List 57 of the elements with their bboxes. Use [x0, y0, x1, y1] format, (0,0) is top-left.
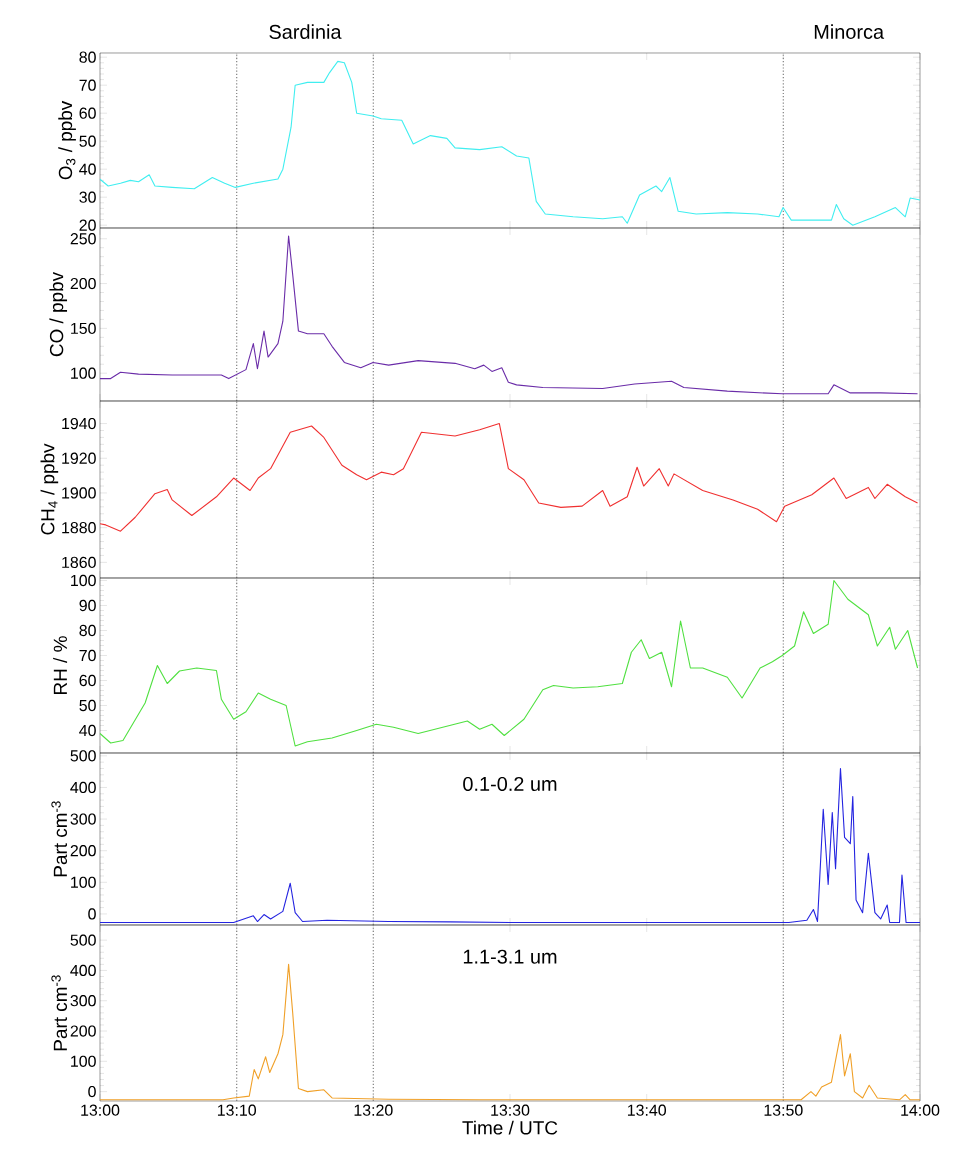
y-tick-label: 300 — [70, 813, 96, 825]
y-tick-label: 70 — [79, 79, 96, 91]
y-tick-label: 0 — [88, 908, 96, 920]
y-tick-label: 500 — [70, 934, 96, 946]
y-axis-title: CH$_{4}$ / ppbv — [40, 443, 59, 535]
y-tick-label: 60 — [79, 674, 96, 687]
y-tick-label: 1900 — [62, 487, 96, 499]
y-tick-label: 80 — [79, 51, 96, 63]
y-tick-label: 1860 — [62, 556, 96, 569]
y-tick-label: 100 — [71, 876, 96, 888]
y-tick-label: 150 — [71, 322, 96, 335]
y-axis-title: Part cm$^{-3}$ — [51, 801, 68, 877]
y-tick-label: 1880 — [62, 522, 96, 534]
y-tick-label: 300 — [70, 995, 96, 1007]
y-axis-title: O$_{3}$ / ppbv — [58, 100, 76, 180]
x-tick-label: 13:40 — [627, 1104, 667, 1116]
text: Sardinia — [269, 24, 342, 39]
annotation: 1.1-3.1 um — [463, 949, 557, 964]
y-tick-label: 90 — [79, 599, 96, 612]
y-tick-label: 1920 — [62, 452, 96, 464]
y-tick-label: 1940 — [62, 417, 96, 430]
y-tick-label: 200 — [70, 277, 96, 290]
y-tick-label: 200 — [70, 845, 96, 857]
line-series — [99, 579, 919, 747]
y-tick-label: 500 — [70, 750, 96, 762]
annotation: 0.1-0.2 um — [463, 776, 557, 791]
y-tick-label: 40 — [79, 724, 96, 737]
y-tick-label: 70 — [79, 649, 96, 662]
y-tick-label: 80 — [79, 624, 96, 637]
y-tick-label: 0 — [88, 1085, 96, 1098]
y-tick-label: 400 — [70, 964, 96, 977]
y-axis-title: RH / % — [53, 636, 68, 694]
y-tick-label: 250 — [70, 233, 96, 245]
y-tick-label: 400 — [70, 781, 96, 794]
line-series — [99, 423, 919, 532]
x-tick-label: 13:10 — [217, 1104, 257, 1116]
y-axis-title: CO / ppbv — [49, 271, 68, 357]
y-axis-title: Part cm$^{-3}$ — [51, 975, 68, 1051]
y-tick-label: 50 — [79, 699, 96, 712]
y-tick-label: 40 — [79, 163, 96, 175]
line-series — [99, 963, 921, 1101]
y-tick-label: 100 — [71, 1055, 96, 1067]
text: Minorca — [814, 24, 885, 39]
x-tick-label: 13:20 — [354, 1104, 393, 1116]
y-tick-label: 60 — [79, 107, 96, 119]
x-tick-label: 13:50 — [764, 1104, 803, 1116]
y-tick-label: 30 — [79, 191, 96, 203]
y-tick-label: 200 — [70, 1025, 96, 1037]
x-tick-label: 13:30 — [491, 1104, 530, 1116]
y-tick-label: 20 — [79, 219, 96, 231]
x-axis-title: Time / UTC — [462, 1120, 558, 1135]
x-tick-label: 13:00 — [81, 1104, 120, 1116]
y-tick-label: 100 — [71, 574, 96, 587]
x-tick-label: 14:00 — [901, 1104, 940, 1116]
y-tick-label: 50 — [79, 135, 96, 147]
y-tick-label: 100 — [71, 367, 96, 379]
line-series — [99, 235, 919, 395]
